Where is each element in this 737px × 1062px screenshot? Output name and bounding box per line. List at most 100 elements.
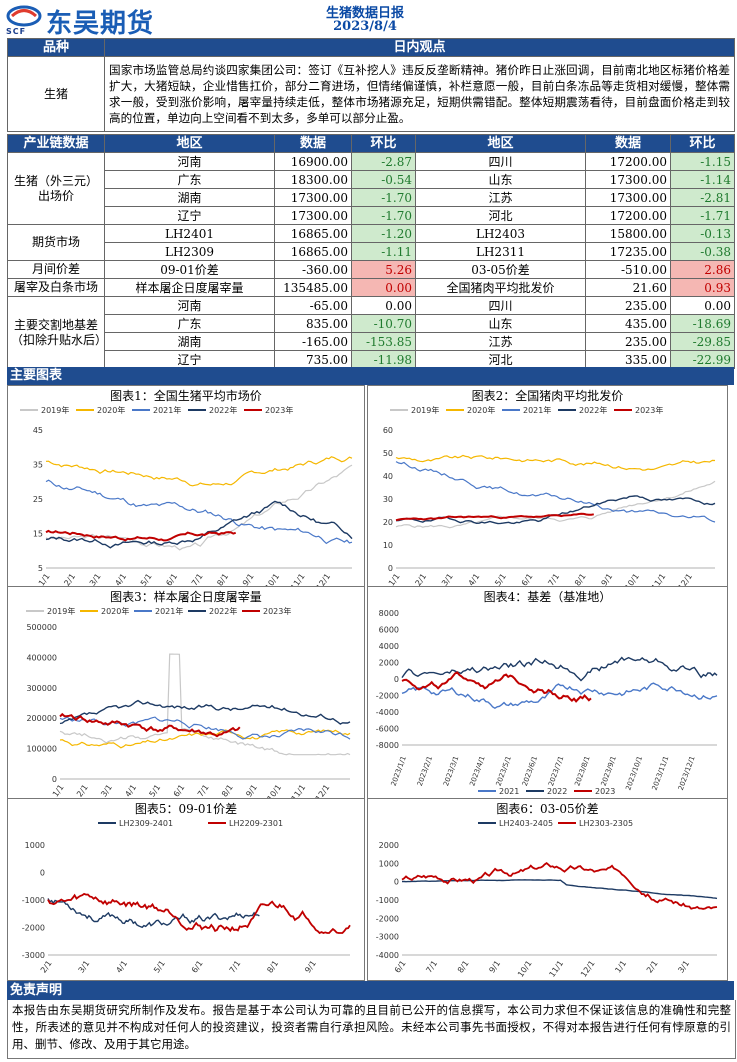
x-tick-label: 3/1 bbox=[77, 959, 92, 975]
x-tick-label: 7/1 bbox=[196, 783, 211, 799]
value-cell: 18300.00 bbox=[274, 170, 352, 189]
data-row: 屠宰及白条市场 样本屠企日度屠宰量 135485.00 0.00 全国猪肉平均批发价 21… bbox=[7, 278, 735, 297]
y-tick-label: -4000 bbox=[376, 951, 399, 960]
x-tick-label: 8/1 bbox=[456, 959, 471, 975]
value-cell: 335.00 bbox=[585, 350, 671, 369]
x-tick-label: 2/1 bbox=[413, 572, 428, 587]
value-cell: 17300.00 bbox=[585, 188, 671, 207]
y-tick-label: 0 bbox=[52, 775, 57, 784]
x-tick-label: 1/1 bbox=[37, 572, 52, 587]
region-cell: LH2403 bbox=[415, 224, 586, 243]
chart-title: 图表2：全国猪肉平均批发价 bbox=[471, 389, 624, 403]
x-tick-label: 11/1 bbox=[289, 572, 307, 587]
charts-section-title: 主要图表 bbox=[7, 367, 734, 385]
x-tick-label: 2/1 bbox=[39, 959, 54, 975]
legend-label: 2023年 bbox=[635, 405, 663, 415]
x-tick-label: 7/1 bbox=[228, 959, 243, 975]
data-row: 生猪（外三元）出场价 河南 16900.00 -2.87 四川 17200.00 -1.15 bbox=[7, 152, 735, 225]
x-tick-label: 2/1 bbox=[62, 572, 77, 587]
series-line bbox=[45, 500, 353, 549]
y-tick-label: 1000 bbox=[379, 859, 399, 868]
change-cell: -2.87 bbox=[351, 152, 416, 171]
data-row: 湖南 -165.00 -153.85 江苏 235.00 -29.85 bbox=[8, 332, 735, 351]
x-tick-label: 12/1 bbox=[676, 572, 694, 587]
legend-label: LH2303-2305 bbox=[579, 819, 633, 828]
region-cell: 辽宁 bbox=[104, 350, 275, 369]
region-cell: 河南 bbox=[104, 152, 275, 171]
y-tick-label: 50 bbox=[383, 449, 393, 458]
x-tick-label: 10/1 bbox=[623, 572, 641, 587]
group-label: 生猪（外三元）出场价 bbox=[7, 152, 105, 225]
legend-label: 2022年 bbox=[209, 405, 237, 415]
y-tick-label: -3000 bbox=[22, 951, 45, 960]
y-tick-label: -2000 bbox=[376, 692, 399, 701]
region-cell: 四川 bbox=[415, 296, 586, 315]
x-tick-label: 3/1 bbox=[676, 959, 691, 975]
data-header-cell: 地区 bbox=[415, 134, 586, 153]
y-tick-label: 60 bbox=[383, 426, 393, 435]
change-cell: -0.54 bbox=[351, 170, 416, 189]
chart-svg: LH2403-2405 LH2303-2305 2000 1000 0 -1000 -200… bbox=[376, 819, 718, 979]
x-tick-label: 2023/7/1 bbox=[547, 755, 565, 787]
chart-panel-c2: 图表2：全国猪肉平均批发价 2019年 2020年 2021年 2022年 2023年 60… bbox=[367, 385, 728, 588]
change-cell: -2.81 bbox=[670, 188, 735, 207]
y-tick-label: 35 bbox=[33, 461, 43, 470]
y-tick-label: 0 bbox=[394, 878, 399, 887]
region-cell: 湖南 bbox=[104, 188, 275, 207]
series-line bbox=[395, 461, 716, 523]
change-cell: -0.13 bbox=[670, 224, 735, 243]
region-cell: 山东 bbox=[415, 170, 586, 189]
y-tick-label: -8000 bbox=[376, 741, 399, 750]
region-cell: 样本屠企日度屠宰量 bbox=[104, 278, 275, 297]
x-tick-label: 8/1 bbox=[215, 572, 230, 587]
x-tick-label: 7/1 bbox=[546, 572, 561, 587]
x-tick-label: 2023/1/1 bbox=[390, 755, 408, 787]
x-tick-label: 1/1 bbox=[387, 572, 402, 587]
variety-cell: 生猪 bbox=[7, 56, 105, 132]
y-tick-label: 4000 bbox=[379, 642, 399, 651]
value-cell: 835.00 bbox=[274, 314, 352, 333]
change-cell: -1.70 bbox=[351, 188, 416, 207]
x-tick-label: 4/1 bbox=[123, 783, 138, 799]
change-cell: -0.38 bbox=[670, 242, 735, 261]
x-tick-label: 2023/4/1 bbox=[468, 755, 486, 787]
chart-svg: 2021 2022 2023 8000 6000 4000 2000 0 -2000 -4000 -… bbox=[376, 609, 718, 796]
series-line bbox=[45, 456, 353, 487]
chart-svg: 2019年 2020年 2021年 2022年 2023年 60 50 40 30 20 10 01/… bbox=[383, 405, 716, 587]
data-row: 湖南 17300.00 -1.70 江苏 17300.00 -2.81 bbox=[8, 188, 735, 207]
x-tick-label: 11/1 bbox=[547, 959, 565, 979]
group-label: 期货市场 bbox=[7, 224, 105, 261]
view-table: 品种 日内观点 生猪 国家市场监管总局约谈四家集团公司：签订《互补挖人》违反反垄… bbox=[7, 38, 735, 132]
value-cell: 16865.00 bbox=[274, 224, 352, 243]
data-row: 期货市场 LH2401 16865.00 -1.20 LH2403 15800.00 -0.… bbox=[7, 224, 735, 261]
change-cell: -18.69 bbox=[670, 314, 735, 333]
x-tick-label: 11/1 bbox=[290, 783, 308, 799]
value-cell: 17300.00 bbox=[585, 170, 671, 189]
region-cell: 湖南 bbox=[104, 332, 275, 351]
chart-panel-c4: 图表4：基差（基准地） 2021 2022 2023 8000 6000 4000 2000 0… bbox=[367, 586, 728, 800]
region-cell: 江苏 bbox=[415, 332, 586, 351]
x-tick-label: 6/1 bbox=[190, 959, 205, 975]
x-tick-label: 3/1 bbox=[99, 783, 114, 799]
legend-label: 2022年 bbox=[209, 606, 237, 616]
change-cell: 0.93 bbox=[670, 278, 735, 297]
x-tick-label: 6/1 bbox=[164, 572, 179, 587]
series-line bbox=[401, 879, 718, 900]
value-cell: 17300.00 bbox=[274, 206, 352, 225]
x-tick-label: 8/1 bbox=[265, 959, 280, 975]
change-cell: 0.00 bbox=[351, 296, 416, 315]
y-tick-label: 300000 bbox=[26, 684, 57, 693]
series-line bbox=[395, 480, 716, 529]
x-tick-label: 2/1 bbox=[645, 959, 660, 975]
value-cell: 21.60 bbox=[585, 278, 671, 297]
x-tick-label: 2023/3/1 bbox=[442, 755, 460, 787]
value-cell: -360.00 bbox=[274, 260, 352, 279]
region-cell: 河北 bbox=[415, 350, 586, 369]
x-tick-label: 9/1 bbox=[487, 959, 502, 975]
x-tick-label: 2/1 bbox=[75, 783, 90, 799]
data-header-cell: 环比 bbox=[670, 134, 735, 153]
x-tick-label: 2023/9/1 bbox=[600, 755, 618, 787]
x-tick-label: 5/1 bbox=[493, 572, 508, 587]
value-cell: 235.00 bbox=[585, 332, 671, 351]
y-tick-label: 45 bbox=[33, 426, 43, 435]
